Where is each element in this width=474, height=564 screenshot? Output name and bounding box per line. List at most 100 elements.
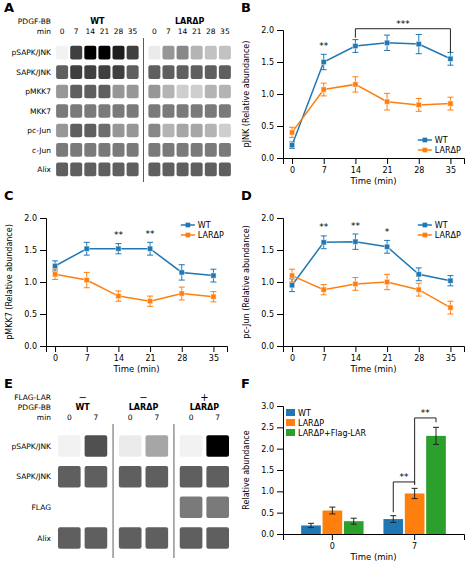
error-bar [115, 244, 121, 254]
band [127, 163, 139, 177]
y-tick-mark [277, 158, 283, 159]
y-tick: 1.0 [24, 278, 46, 287]
band [85, 497, 108, 518]
marker [321, 240, 326, 245]
lane-label: 7 [166, 27, 171, 36]
marker [52, 272, 57, 277]
band [119, 435, 142, 456]
band [70, 143, 82, 157]
band [219, 104, 231, 118]
x-tick: 21 [145, 346, 155, 363]
panel: D07142128350.00.51.01.52.0Time (min)pc-J… [241, 188, 465, 374]
lane-label: 21 [100, 27, 110, 36]
lane-label: 35 [128, 27, 138, 36]
marks [289, 34, 453, 148]
marker [211, 273, 216, 278]
marker [179, 270, 184, 275]
error-bar [147, 242, 153, 255]
annotation: ** [114, 230, 124, 240]
panel: EFLAG-LAR−−+PDGF-BBWTLARΔPLARΔPmin070707… [4, 376, 229, 558]
band [162, 65, 174, 79]
band [113, 104, 125, 118]
marker [321, 87, 326, 92]
y-tick-mark [277, 491, 283, 492]
error-bar [433, 427, 439, 444]
y-tick: 1.0 [261, 278, 283, 287]
lane-label: 21 [192, 27, 202, 36]
x-tick-label: 35 [209, 354, 219, 363]
band [162, 46, 174, 60]
error-bar [390, 516, 396, 523]
band [58, 527, 81, 548]
lane-label: 7 [94, 413, 99, 422]
row-label: pc-Jun [27, 126, 51, 135]
band [84, 104, 96, 118]
marker [321, 287, 326, 292]
x-tick: 28 [414, 346, 424, 363]
significance-label: ** [399, 472, 409, 482]
plot: 07142128350.00.51.01.52.0Time (min)pJNK … [242, 19, 465, 186]
band [58, 435, 81, 456]
band [98, 104, 110, 118]
band [162, 143, 174, 157]
x-tick: 35 [209, 346, 219, 363]
legend-item: LARΔP [418, 146, 461, 155]
x-tick-mark [387, 346, 388, 352]
band [98, 85, 110, 99]
header-label: min [37, 413, 51, 422]
band [84, 124, 96, 138]
panel: C07142128350.00.51.01.52.0Time (min)pMKK… [4, 188, 228, 374]
x-tick-label: 0 [290, 166, 295, 175]
lane-label: 7 [154, 413, 159, 422]
plot: 07142128350.00.51.01.52.0Time (min)pc-Ju… [242, 214, 465, 374]
x-tick: 14 [114, 346, 124, 363]
band [70, 163, 82, 177]
x-axis-title: Time (min) [349, 176, 396, 186]
band [177, 124, 189, 138]
y-tick: 1.5 [261, 466, 283, 475]
lane-label: 0 [128, 413, 133, 422]
marks [289, 234, 453, 314]
marker [448, 305, 453, 310]
y-tick-label: 1.0 [261, 90, 274, 99]
y-axis: 0.00.51.01.52.0 [261, 214, 283, 351]
x-tick-label: 35 [446, 166, 456, 175]
lane-label: 7 [74, 27, 79, 36]
x-tick-mark [324, 158, 325, 164]
band [180, 466, 203, 487]
band [56, 85, 68, 99]
x-axis-title: Time (min) [349, 364, 396, 374]
x-tick-label: 21 [145, 354, 155, 363]
band [191, 104, 203, 118]
lane-label: 0 [152, 27, 157, 36]
band [98, 163, 110, 177]
band [191, 124, 203, 138]
panel-letter: B [241, 0, 251, 15]
y-tick: 3.0 [261, 402, 283, 411]
row-label: Alix [37, 534, 51, 543]
legend-item: WT [181, 221, 211, 230]
band [177, 104, 189, 118]
band [84, 85, 96, 99]
x-tick-label: 28 [177, 354, 187, 363]
row-label: SAPK/JNK [16, 68, 52, 77]
group-label: LARΔP [175, 17, 205, 26]
x-tick-label: 7 [322, 166, 327, 175]
x-tick-label: 35 [446, 354, 456, 363]
band [191, 65, 203, 79]
band [84, 46, 96, 60]
divider [173, 424, 174, 558]
error-bar [416, 34, 422, 53]
band [56, 163, 68, 177]
band [113, 124, 125, 138]
x-tick: 7 [322, 346, 327, 363]
error-bar [289, 127, 295, 137]
significance-label: *** [396, 19, 410, 29]
band [113, 163, 125, 177]
y-tick: 2.5 [261, 423, 283, 432]
x-tick-mark [150, 346, 151, 352]
series-line [292, 84, 450, 132]
error-bar [384, 93, 390, 110]
band [145, 527, 168, 548]
marker [448, 278, 453, 283]
